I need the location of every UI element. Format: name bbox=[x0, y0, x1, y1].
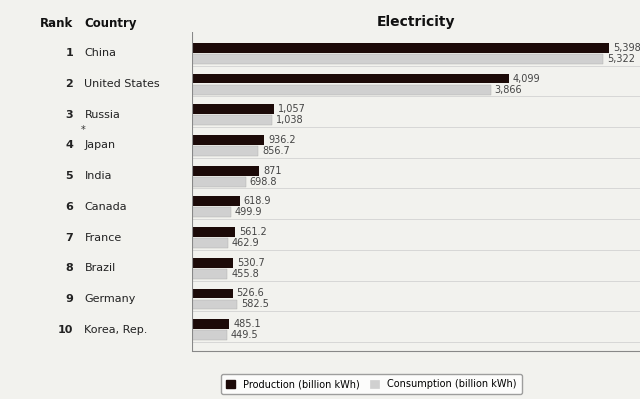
Text: Korea, Rep.: Korea, Rep. bbox=[84, 325, 148, 335]
Text: 1,057: 1,057 bbox=[278, 104, 305, 114]
Text: Rank: Rank bbox=[40, 18, 73, 30]
Legend: Production (billion kWh), Consumption (billion kWh): Production (billion kWh), Consumption (b… bbox=[221, 374, 522, 394]
Text: 10: 10 bbox=[58, 325, 73, 335]
Bar bbox=[192, 177, 246, 187]
Bar bbox=[192, 146, 258, 156]
Text: 582.5: 582.5 bbox=[241, 300, 269, 310]
Bar bbox=[192, 238, 228, 248]
Bar bbox=[192, 166, 259, 176]
Bar bbox=[192, 105, 274, 114]
Text: 6: 6 bbox=[65, 202, 73, 212]
Text: China: China bbox=[84, 48, 116, 58]
Text: Canada: Canada bbox=[84, 202, 127, 212]
Text: 530.7: 530.7 bbox=[237, 258, 264, 268]
Bar bbox=[192, 269, 227, 279]
Title: Electricity: Electricity bbox=[377, 16, 455, 30]
Bar bbox=[192, 85, 491, 95]
Text: *: * bbox=[81, 124, 85, 134]
Bar bbox=[192, 300, 237, 309]
Bar bbox=[192, 196, 240, 206]
Text: 1: 1 bbox=[65, 48, 73, 58]
Bar bbox=[192, 330, 227, 340]
Text: 936.2: 936.2 bbox=[268, 135, 296, 145]
Text: United States: United States bbox=[84, 79, 160, 89]
Bar bbox=[192, 54, 603, 64]
Text: 2: 2 bbox=[65, 79, 73, 89]
Text: 9: 9 bbox=[65, 294, 73, 304]
Text: Russia: Russia bbox=[84, 110, 120, 120]
Text: 5: 5 bbox=[65, 171, 73, 181]
Bar bbox=[192, 319, 230, 329]
Text: 698.8: 698.8 bbox=[250, 177, 277, 187]
Text: 871: 871 bbox=[263, 166, 282, 176]
Bar bbox=[192, 135, 264, 145]
Text: France: France bbox=[84, 233, 122, 243]
Text: 3: 3 bbox=[65, 110, 73, 120]
Text: 5,398: 5,398 bbox=[613, 43, 640, 53]
Text: 856.7: 856.7 bbox=[262, 146, 290, 156]
Bar bbox=[192, 43, 609, 53]
Bar bbox=[192, 288, 233, 298]
Text: Country: Country bbox=[84, 18, 137, 30]
Text: 526.6: 526.6 bbox=[237, 288, 264, 298]
Bar bbox=[192, 227, 236, 237]
Text: 4,099: 4,099 bbox=[513, 73, 540, 83]
Text: 499.9: 499.9 bbox=[234, 207, 262, 217]
Text: 455.8: 455.8 bbox=[231, 269, 259, 279]
Text: Brazil: Brazil bbox=[84, 263, 116, 273]
Text: 485.1: 485.1 bbox=[234, 319, 261, 329]
Text: 5,322: 5,322 bbox=[607, 54, 635, 64]
Text: Germany: Germany bbox=[84, 294, 136, 304]
Bar bbox=[192, 207, 230, 217]
Text: 4: 4 bbox=[65, 140, 73, 150]
Text: India: India bbox=[84, 171, 112, 181]
Text: Japan: Japan bbox=[84, 140, 116, 150]
Text: 462.9: 462.9 bbox=[232, 238, 259, 248]
Text: 3,866: 3,866 bbox=[495, 85, 522, 95]
Text: 618.9: 618.9 bbox=[244, 196, 271, 206]
Text: 7: 7 bbox=[65, 233, 73, 243]
Text: 449.5: 449.5 bbox=[230, 330, 258, 340]
Text: 8: 8 bbox=[65, 263, 73, 273]
Bar bbox=[192, 115, 272, 125]
Bar bbox=[192, 258, 233, 268]
Text: 1,038: 1,038 bbox=[276, 115, 303, 125]
Bar bbox=[192, 74, 509, 83]
Text: 561.2: 561.2 bbox=[239, 227, 267, 237]
